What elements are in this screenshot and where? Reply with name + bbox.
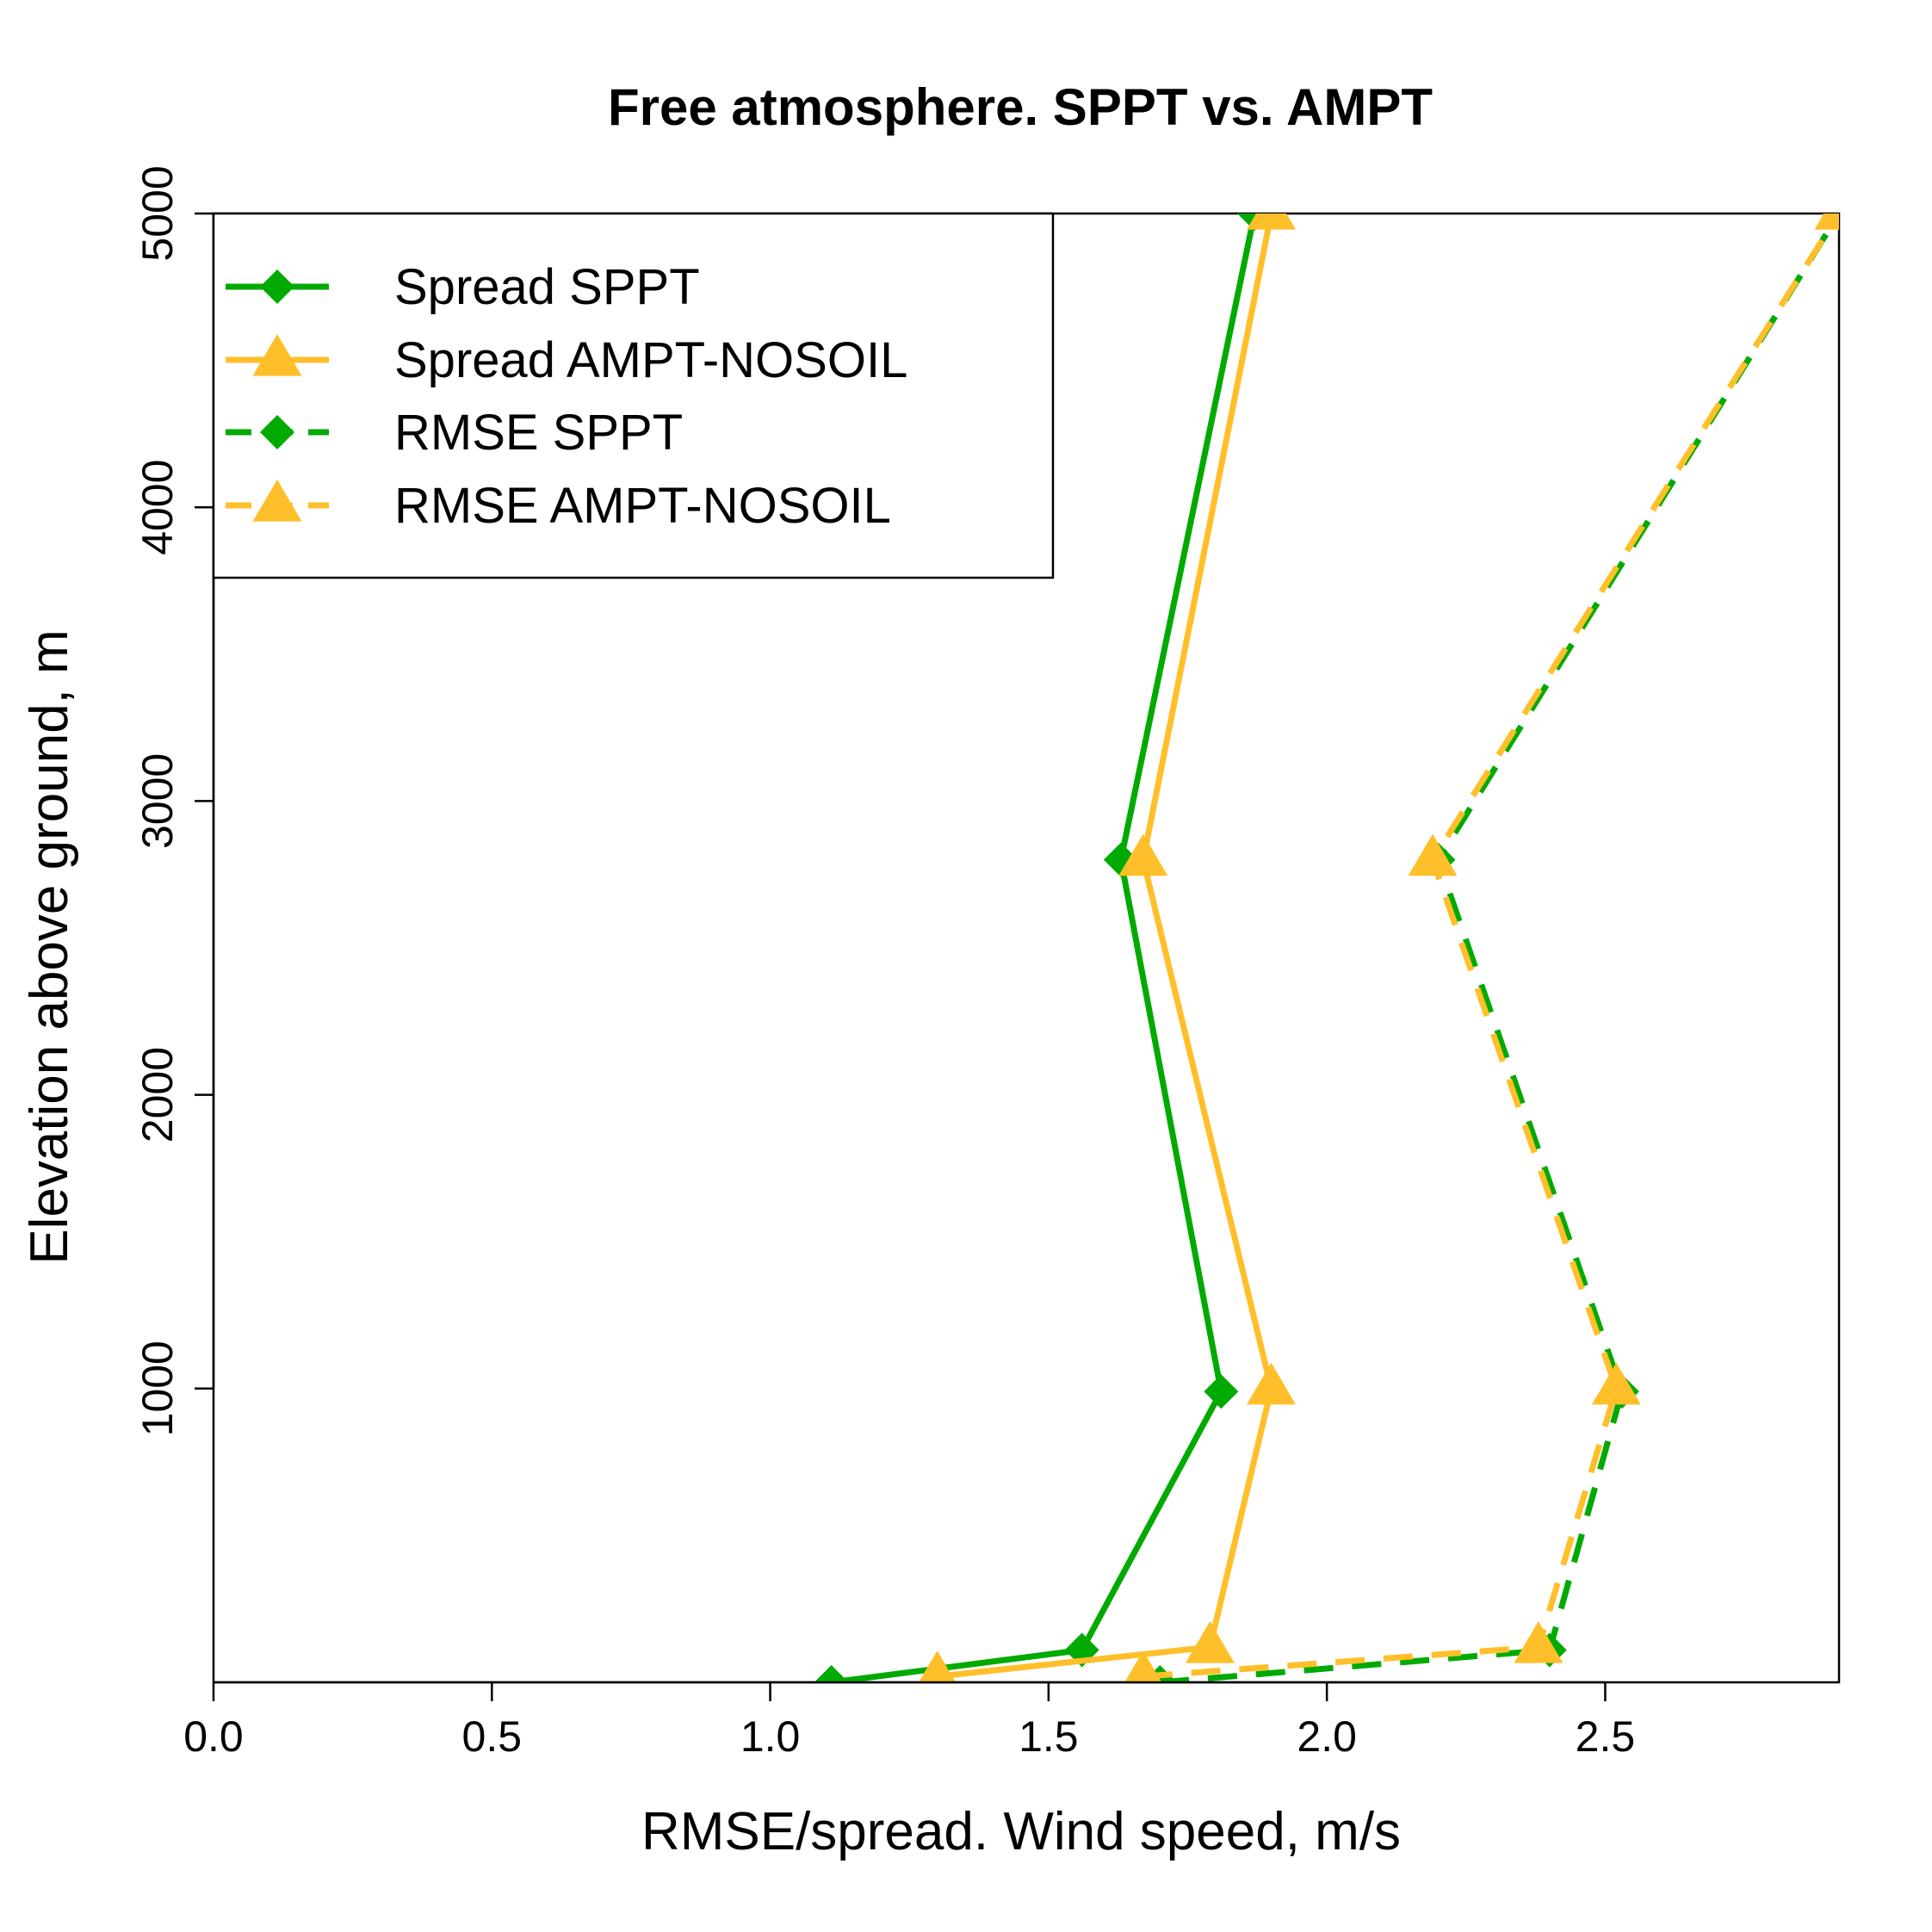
x-tick-label: 0.5 (462, 1712, 523, 1761)
data-point (814, 1665, 849, 1682)
legend-marker (260, 269, 294, 304)
data-point (1246, 214, 1296, 230)
data-point (1185, 1621, 1235, 1663)
legend-label: Spread AMPT-NOSOIL (394, 332, 907, 388)
x-tick-label: 2.0 (1297, 1712, 1357, 1761)
series-layer (814, 214, 1839, 1682)
series-rmse-ampt-nosoil (1124, 214, 1839, 1682)
y-axis: 1000 2000 3000 4000 5000 (133, 165, 215, 1436)
data-point (1814, 214, 1839, 230)
x-tick-label: 2.5 (1576, 1712, 1636, 1761)
legend-label: RMSE SPPT (394, 405, 683, 461)
legend-item: RMSE SPPT (226, 405, 683, 461)
y-tick-label: 2000 (133, 1047, 182, 1142)
legend-items: Spread SPPT Spread AMPT-NOSOIL RMSE SPPT RM… (226, 259, 907, 534)
series-line (1159, 214, 1839, 1682)
data-point (1118, 833, 1168, 876)
x-tick-label: 0.0 (183, 1712, 244, 1761)
y-tick-label: 5000 (133, 165, 182, 261)
series-line (1142, 214, 1839, 1680)
data-point (1246, 1362, 1296, 1405)
data-point (1124, 1650, 1162, 1682)
y-axis-label: Elevation above ground, m (20, 629, 79, 1265)
y-tick-group: 1000 2000 3000 4000 5000 (133, 165, 214, 1436)
x-tick-label: 1.0 (740, 1712, 801, 1761)
legend-item: RMSE AMPT-NOSOIL (226, 478, 891, 534)
legend-item: Spread AMPT-NOSOIL (226, 332, 907, 388)
legend-box (212, 212, 1055, 579)
legend-marker (252, 480, 302, 522)
data-point (918, 1650, 957, 1682)
plot-area (212, 212, 1841, 1684)
y-tick-label: 4000 (133, 460, 182, 555)
legend-item: Spread SPPT (226, 259, 700, 315)
x-tick-group: 0.0 0.5 1.0 1.5 2.0 2.5 (183, 1682, 1635, 1761)
x-axis: 0.0 0.5 1.0 1.5 2.0 2.5 (183, 1681, 1635, 1761)
y-tick-label: 1000 (133, 1341, 182, 1436)
data-point (1408, 833, 1458, 876)
legend-marker (260, 415, 294, 449)
legend: Spread SPPT Spread AMPT-NOSOIL RMSE SPPT RM… (212, 212, 1055, 579)
legend-label: Spread SPPT (394, 259, 700, 315)
series-spread-ampt-nosoil (918, 214, 1296, 1682)
y-tick-label: 3000 (133, 753, 182, 849)
chart-title: Free atmosphere. SPPT vs. AMPT (608, 78, 1433, 136)
legend-marker (252, 334, 302, 376)
data-point (1514, 1621, 1564, 1663)
data-point (1204, 1374, 1239, 1409)
data-point (1591, 1362, 1641, 1405)
x-tick-label: 1.5 (1019, 1712, 1079, 1761)
x-axis-label: RMSE/spread. Wind speed, m/s (641, 1802, 1401, 1861)
legend-label: RMSE AMPT-NOSOIL (394, 478, 891, 534)
